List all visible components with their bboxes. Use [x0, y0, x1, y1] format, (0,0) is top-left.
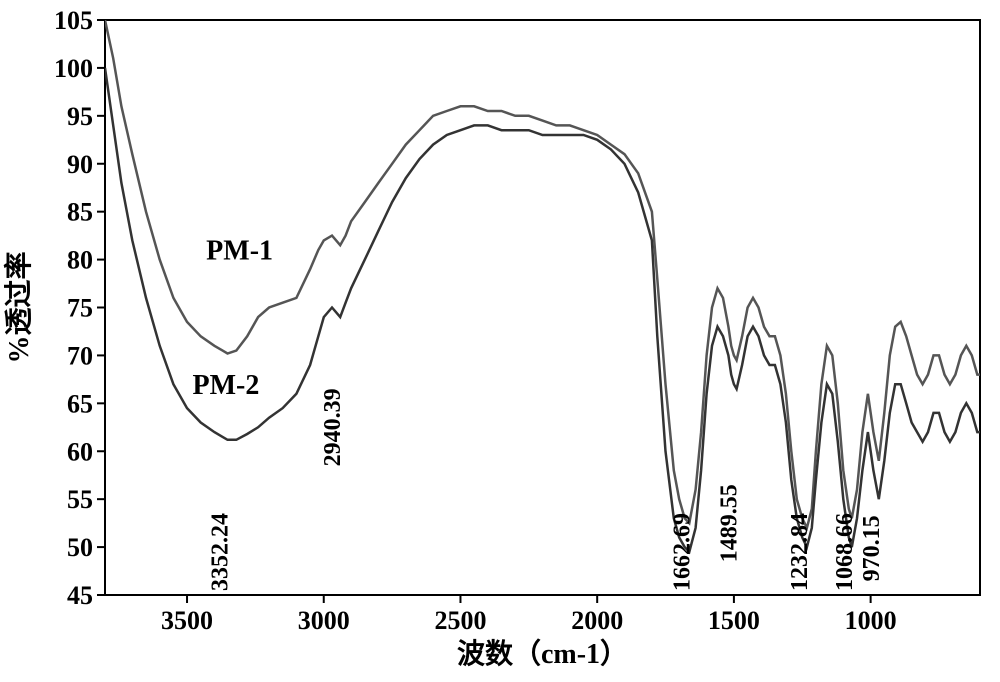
x-tick-label: 1000 — [845, 606, 897, 635]
peak-label: 3352.24 — [208, 513, 234, 591]
y-tick-label: 80 — [67, 246, 93, 275]
chart-svg: 45 50 55 60 65 70 75 80 85 90 95 100 105 3500 3000 2500… — [0, 0, 1000, 682]
series-PM-2 — [105, 68, 980, 552]
y-tick-label: 90 — [67, 150, 93, 179]
y-axis-title: %透过率 — [2, 251, 35, 363]
y-tick-label: 50 — [67, 533, 93, 562]
y-tick-label: 65 — [67, 389, 93, 418]
peak-label: 970.15 — [859, 515, 885, 581]
x-tick-label: 3000 — [298, 606, 350, 635]
peak-label: 1232.84 — [787, 513, 813, 591]
x-tick-label: 3500 — [161, 606, 213, 635]
y-tick-label: 105 — [54, 6, 93, 35]
y-tick-label: 70 — [67, 341, 93, 370]
ir-spectrum-chart: 45 50 55 60 65 70 75 80 85 90 95 100 105 3500 3000 2500… — [0, 0, 1000, 682]
x-axis-title: 波数（cm-1） — [457, 637, 628, 670]
y-tick-label: 45 — [67, 581, 93, 610]
series-label-PM-1: PM-1 — [206, 236, 273, 267]
y-tick-label: 100 — [54, 54, 93, 83]
y-tick-label: 85 — [67, 198, 93, 227]
peak-label: 1068.66 — [832, 513, 858, 591]
peak-label: 2940.39 — [320, 388, 346, 466]
y-tick-label: 55 — [67, 485, 93, 514]
peak-label: 1489.55 — [717, 484, 743, 562]
y-tick-label: 95 — [67, 102, 93, 131]
y-tick-label: 75 — [67, 294, 93, 323]
x-tick-label: 1500 — [708, 606, 760, 635]
x-tick-label: 2000 — [571, 606, 623, 635]
peak-label: 1662.69 — [669, 513, 695, 591]
y-tick-label: 60 — [67, 437, 93, 466]
series-label-PM-2: PM-2 — [193, 370, 260, 401]
x-tick-label: 2500 — [434, 606, 486, 635]
series-PM-1 — [105, 20, 980, 528]
